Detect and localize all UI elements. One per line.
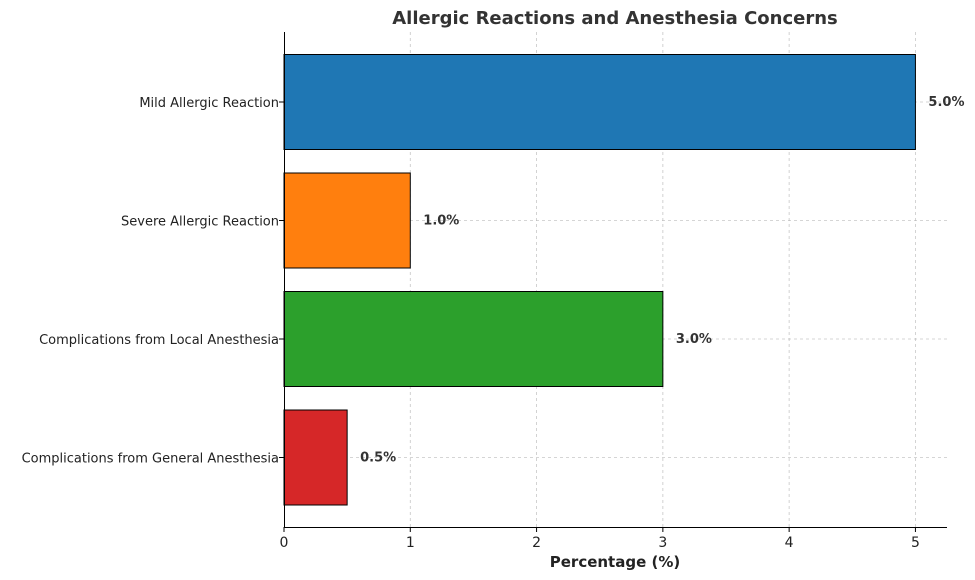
category-label: Mild Allergic Reaction — [139, 96, 279, 111]
data-label: 1.0% — [423, 214, 459, 229]
x-tick-label: 2 — [532, 535, 541, 551]
bars — [283, 54, 916, 506]
x-tick-label: 1 — [406, 535, 415, 551]
x-tick-label: 0 — [280, 535, 289, 551]
data-label: 0.5% — [360, 451, 396, 466]
data-label: 5.0% — [928, 95, 964, 110]
chart-title: Allergic Reactions and Anesthesia Concer… — [392, 8, 838, 29]
axes — [284, 32, 947, 528]
bar — [283, 409, 348, 506]
x-tick-label: 5 — [911, 535, 920, 551]
category-labels: Mild Allergic Reaction Severe Allergic Re… — [22, 96, 284, 467]
bar — [283, 54, 916, 150]
bar — [283, 172, 411, 269]
data-label: 3.0% — [676, 332, 712, 347]
x-ticks: 0 1 2 3 4 5 — [280, 527, 920, 551]
category-label: Complications from General Anesthesia — [22, 452, 279, 467]
category-label: Complications from Local Anesthesia — [39, 333, 279, 348]
category-label: Severe Allergic Reaction — [121, 215, 279, 230]
data-labels: 5.0% 1.0% 3.0% 0.5% — [360, 95, 964, 466]
x-tick-label: 4 — [785, 535, 794, 551]
x-axis-label: Percentage (%) — [550, 553, 680, 571]
x-tick-label: 3 — [658, 535, 667, 551]
bar — [283, 291, 664, 387]
